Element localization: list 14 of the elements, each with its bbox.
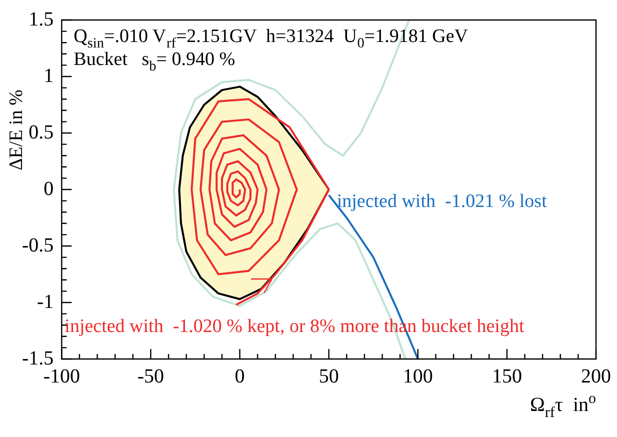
annotation: injected with -1.021 % lost xyxy=(336,191,548,212)
y-tick-label: 0 xyxy=(44,178,54,200)
y-axis-title: ΔE/E in % xyxy=(6,89,27,170)
y-tick-label: -1 xyxy=(36,290,54,313)
y-tick-label: 1.5 xyxy=(28,8,54,30)
x-tick-label: 200 xyxy=(581,365,611,388)
y-tick-label: -0.5 xyxy=(22,234,54,256)
x-tick-label: -50 xyxy=(137,365,164,388)
x-tick-label: 0 xyxy=(234,365,245,388)
x-tick-label: 100 xyxy=(402,365,433,388)
y-tick-label: 1 xyxy=(44,64,54,87)
x-tick-label: 50 xyxy=(318,365,339,388)
x-tick-label: 150 xyxy=(492,365,522,388)
y-tick-label: 0.5 xyxy=(28,121,54,144)
